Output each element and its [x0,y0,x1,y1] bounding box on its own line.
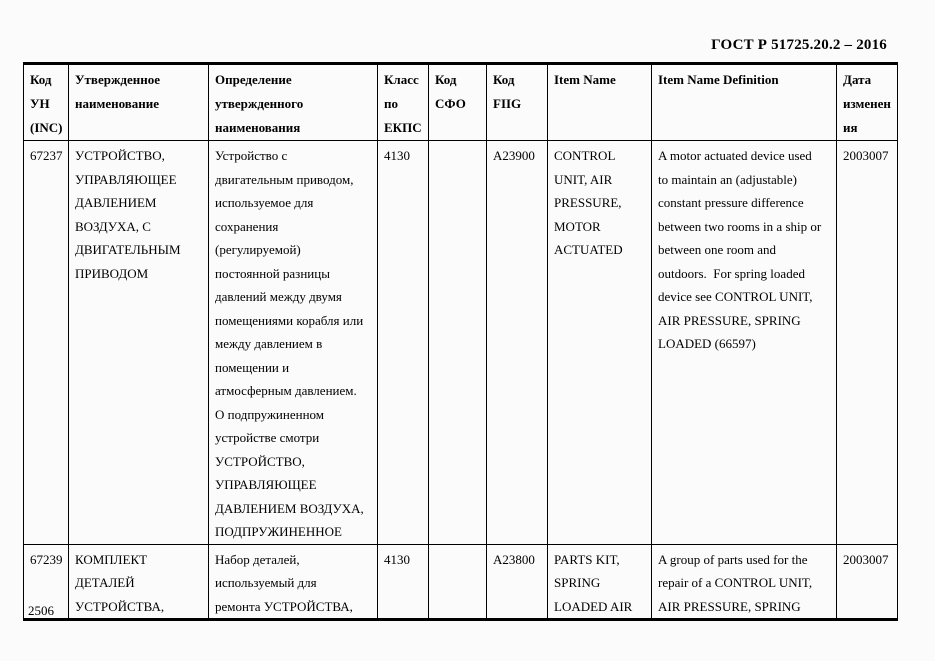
cell-ekps-class: 4130 [377,543,429,620]
cell-item-name-definition: A motor actuated device used to maintain… [651,140,837,545]
cell-fiig-code: A23900 [486,140,548,545]
cell-item-name: PARTS KIT, SPRING LOADED AIR [547,543,652,620]
col-header-item-name: Item Name [547,63,652,141]
cell-ekps-class: 4130 [377,140,429,545]
cell-approved-name: УСТРОЙСТВО, УПРАВЛЯЮЩЕЕ ДАВЛЕНИЕМ ВОЗДУХ… [68,140,209,545]
table-row: 67239 КОМПЛЕКТ ДЕТАЛЕЙ УСТРОЙСТВА, Набор… [23,543,898,620]
col-header-inc-code: Код УН (INC) [23,63,69,141]
cell-approved-definition: Набор деталей, используемый для ремонта … [208,543,378,620]
col-header-approved-definition: Определение утвержденного наименования [208,63,378,141]
cell-change-date: 2003007 [836,543,898,620]
col-header-fiig-code: Код FIIG [486,63,548,141]
cell-inc-code: 67237 [23,140,69,545]
col-header-approved-name: Утвержденное наименование [68,63,209,141]
col-header-ekps-class: Класс по ЕКПС [377,63,429,141]
cell-approved-name: КОМПЛЕКТ ДЕТАЛЕЙ УСТРОЙСТВА, [68,543,209,620]
cell-fiig-code: A23800 [486,543,548,620]
cell-inc-code: 67239 [23,543,69,620]
cell-item-name-definition: A group of parts used for the repair of … [651,543,837,620]
table-row: 67237 УСТРОЙСТВО, УПРАВЛЯЮЩЕЕ ДАВЛЕНИЕМ … [23,140,898,545]
document-title: ГОСТ Р 51725.20.2 – 2016 [711,37,887,53]
col-header-sfo-code: Код СФО [428,63,487,141]
col-header-change-date: Дата изменен ия [836,63,898,141]
cell-sfo-code [428,543,487,620]
cell-change-date: 2003007 [836,140,898,545]
col-header-item-name-definition: Item Name Definition [651,63,837,141]
cell-sfo-code [428,140,487,545]
table-header-row: Код УН (INC) Утвержденное наименование О… [23,63,898,141]
classification-table: Код УН (INC) Утвержденное наименование О… [23,62,898,621]
cell-item-name: CONTROL UNIT, AIR PRESSURE, MOTOR ACTUAT… [547,140,652,545]
cell-approved-definition: Устройство с двигательным приводом, испо… [208,140,378,545]
page-number: 2506 [28,603,54,618]
